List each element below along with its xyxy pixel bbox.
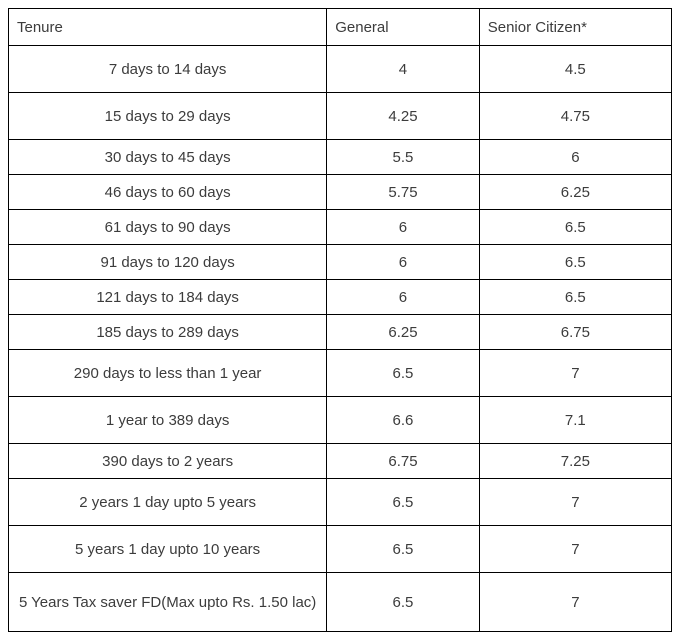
cell-general: 6.5: [327, 350, 479, 397]
cell-senior: 6.5: [479, 280, 671, 315]
table-row: 290 days to less than 1 year6.57: [9, 350, 672, 397]
cell-general: 6.5: [327, 479, 479, 526]
cell-senior: 7: [479, 526, 671, 573]
cell-tenure: 7 days to 14 days: [9, 46, 327, 93]
table-row: 2 years 1 day upto 5 years6.57: [9, 479, 672, 526]
fd-rates-table: Tenure General Senior Citizen* 7 days to…: [8, 8, 672, 632]
table-row: 15 days to 29 days4.254.75: [9, 93, 672, 140]
cell-general: 6.25: [327, 315, 479, 350]
table-row: 30 days to 45 days5.56: [9, 140, 672, 175]
cell-senior: 7.25: [479, 444, 671, 479]
cell-tenure: 290 days to less than 1 year: [9, 350, 327, 397]
cell-senior: 4.75: [479, 93, 671, 140]
table-row: 46 days to 60 days5.756.25: [9, 175, 672, 210]
cell-general: 6.75: [327, 444, 479, 479]
cell-senior: 6: [479, 140, 671, 175]
table-row: 5 years 1 day upto 10 years6.57: [9, 526, 672, 573]
cell-tenure: 121 days to 184 days: [9, 280, 327, 315]
cell-general: 4.25: [327, 93, 479, 140]
cell-tenure: 2 years 1 day upto 5 years: [9, 479, 327, 526]
cell-tenure: 46 days to 60 days: [9, 175, 327, 210]
table-row: 61 days to 90 days66.5: [9, 210, 672, 245]
cell-general: 6: [327, 210, 479, 245]
cell-general: 6.5: [327, 526, 479, 573]
cell-tenure: 390 days to 2 years: [9, 444, 327, 479]
table-row: 390 days to 2 years6.757.25: [9, 444, 672, 479]
table-row: 5 Years Tax saver FD(Max upto Rs. 1.50 l…: [9, 573, 672, 632]
cell-tenure: 91 days to 120 days: [9, 245, 327, 280]
cell-senior: 7: [479, 350, 671, 397]
cell-general: 6.5: [327, 573, 479, 632]
cell-general: 6.6: [327, 397, 479, 444]
table-row: 121 days to 184 days66.5: [9, 280, 672, 315]
table-row: 7 days to 14 days44.5: [9, 46, 672, 93]
col-header-senior: Senior Citizen*: [479, 9, 671, 46]
cell-senior: 7: [479, 573, 671, 632]
cell-senior: 6.5: [479, 210, 671, 245]
col-header-general: General: [327, 9, 479, 46]
cell-senior: 6.25: [479, 175, 671, 210]
cell-general: 4: [327, 46, 479, 93]
table-row: 91 days to 120 days66.5: [9, 245, 672, 280]
table-header-row: Tenure General Senior Citizen*: [9, 9, 672, 46]
cell-tenure: 5 years 1 day upto 10 years: [9, 526, 327, 573]
cell-tenure: 30 days to 45 days: [9, 140, 327, 175]
cell-senior: 6.75: [479, 315, 671, 350]
cell-general: 5.75: [327, 175, 479, 210]
cell-tenure: 185 days to 289 days: [9, 315, 327, 350]
table-row: 185 days to 289 days6.256.75: [9, 315, 672, 350]
cell-tenure: 15 days to 29 days: [9, 93, 327, 140]
cell-general: 5.5: [327, 140, 479, 175]
cell-tenure: 61 days to 90 days: [9, 210, 327, 245]
table-row: 1 year to 389 days6.67.1: [9, 397, 672, 444]
cell-general: 6: [327, 280, 479, 315]
cell-senior: 7.1: [479, 397, 671, 444]
cell-tenure: 5 Years Tax saver FD(Max upto Rs. 1.50 l…: [9, 573, 327, 632]
cell-tenure: 1 year to 389 days: [9, 397, 327, 444]
cell-senior: 6.5: [479, 245, 671, 280]
col-header-tenure: Tenure: [9, 9, 327, 46]
cell-senior: 4.5: [479, 46, 671, 93]
cell-general: 6: [327, 245, 479, 280]
cell-senior: 7: [479, 479, 671, 526]
table-body: 7 days to 14 days44.515 days to 29 days4…: [9, 46, 672, 632]
